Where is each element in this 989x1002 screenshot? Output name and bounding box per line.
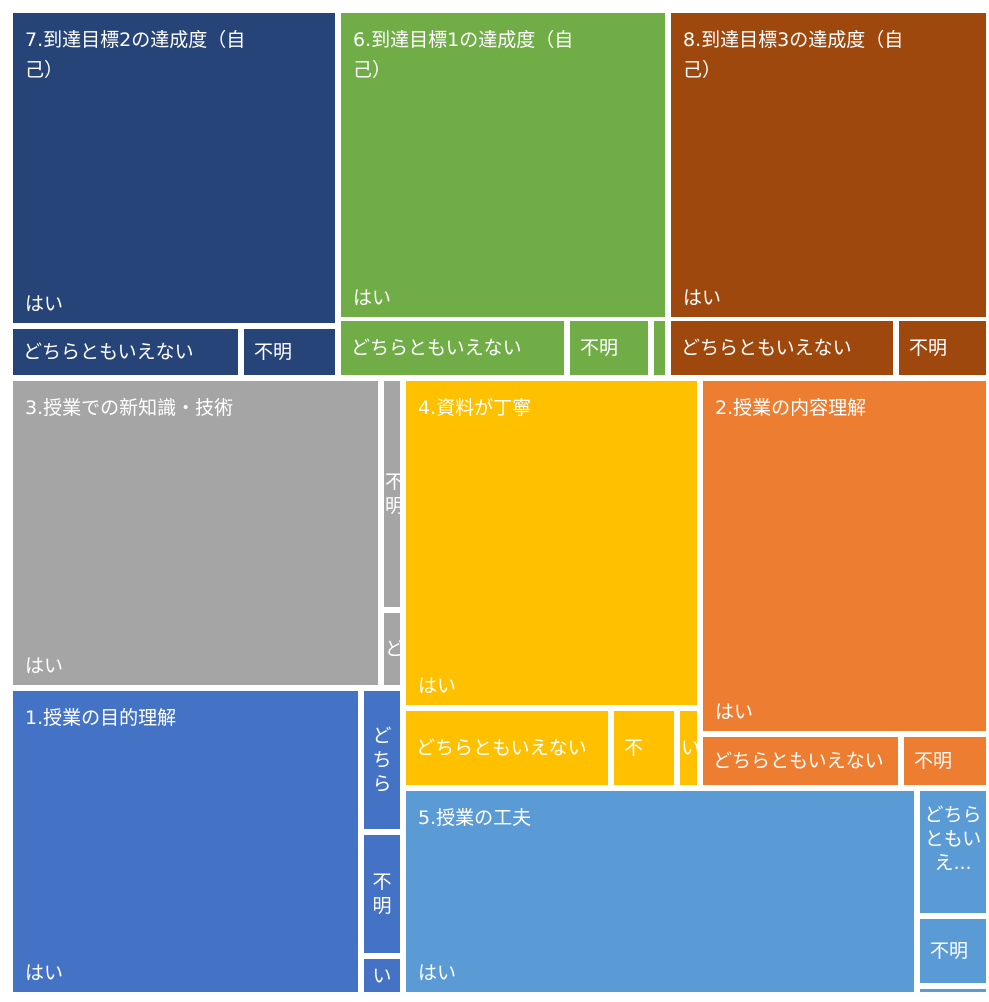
tile-label: 不 bbox=[624, 737, 644, 759]
treemap-tile-group-4-hai: 3.授業での新知識・技術 はい bbox=[10, 378, 381, 688]
tile-label: い bbox=[372, 964, 392, 987]
treemap-tile-group-7-hai: 1.授業の目的理解 はい bbox=[10, 688, 361, 995]
tile-label: 不明 bbox=[580, 337, 619, 359]
group-label: 3.授業での新知識・技術 bbox=[25, 397, 234, 419]
treemap-tile-group-6-hai: 2.授業の内容理解 はい bbox=[700, 378, 989, 734]
tile-label: どちら bbox=[372, 725, 392, 795]
tile-label: 不明 bbox=[385, 471, 403, 517]
group-label: 6.到達目標1の達成度（自 己） bbox=[353, 29, 574, 81]
tile-label: はい bbox=[353, 287, 392, 309]
tile-label: はい bbox=[683, 287, 722, 309]
treemap-tile-group-4-item-1: 不明 bbox=[381, 378, 403, 610]
treemap-tile-group-2-item-1: どちらともいえない bbox=[338, 318, 567, 378]
treemap-tile-group-3-item-1: どちらともいえない bbox=[668, 318, 896, 378]
tile-label: どちらともいえない bbox=[681, 337, 852, 359]
treemap-tile-group-8-item-1: どちらともいえ... bbox=[917, 788, 989, 916]
tile-label: どちらともいえない bbox=[23, 341, 194, 363]
treemap-tile-group-1-hai: 7.到達目標2の達成度（自 己） はい bbox=[10, 10, 338, 326]
tile-label: はい bbox=[418, 675, 457, 697]
treemap-tile-group-5-item-2: 不 bbox=[611, 708, 677, 788]
tile-label: どちらともいえない bbox=[351, 337, 522, 359]
treemap-tile-group-2-item-2: 不明 bbox=[567, 318, 651, 378]
tile-label: どちらともいえない bbox=[713, 750, 884, 772]
treemap-tile-group-7-item-2: 不明 bbox=[361, 832, 403, 956]
group-label: 2.授業の内容理解 bbox=[715, 397, 867, 419]
group-label: 4.資料が丁寧 bbox=[418, 397, 532, 419]
treemap-tile-group-3-item-2: 不明 bbox=[896, 318, 989, 378]
treemap-tile-group-2-hai: 6.到達目標1の達成度（自 己） はい bbox=[338, 10, 668, 320]
treemap-tile-group-8-hai: 5.授業の工夫 はい bbox=[403, 788, 917, 995]
tile-label: い bbox=[681, 737, 700, 759]
tile-label: どちらともいえない bbox=[416, 737, 587, 759]
treemap-tile-group-6-item-1: どちらともいえない bbox=[700, 734, 901, 788]
tile-label: はい bbox=[25, 293, 64, 315]
tile-label: ど bbox=[385, 638, 403, 660]
treemap-tile-group-4-item-2: ど bbox=[381, 610, 403, 688]
tile-label: はい bbox=[25, 962, 64, 984]
treemap-tile-group-5-item-3: い bbox=[677, 708, 700, 788]
tile-label: はい bbox=[418, 962, 457, 984]
group-label: 7.到達目標2の達成度（自 己） bbox=[25, 29, 246, 81]
treemap-tile-group-5-hai: 4.資料が丁寧 はい bbox=[403, 378, 700, 708]
tile-label: はい bbox=[25, 655, 64, 677]
treemap-tile-group-1-item-2: 不明 bbox=[241, 326, 338, 378]
treemap-tile-group-6-item-2: 不明 bbox=[901, 734, 989, 788]
treemap-tile-group-5-item-1: どちらともいえない bbox=[403, 708, 611, 788]
tile-label: 不明 bbox=[254, 341, 293, 363]
treemap-tile-group-1-item-1: どちらともいえない bbox=[10, 326, 241, 378]
tile-label: はい bbox=[715, 701, 754, 723]
treemap-tile-group-8-item-3 bbox=[917, 986, 989, 995]
treemap-tile-group-3-hai: 8.到達目標3の達成度（自 己） はい bbox=[668, 10, 989, 320]
tile-label: 不明 bbox=[930, 940, 969, 962]
treemap-tile-group-2-item-3 bbox=[651, 318, 668, 378]
group-label: 5.授業の工夫 bbox=[418, 807, 532, 829]
group-label: 8.到達目標3の達成度（自 己） bbox=[683, 29, 904, 81]
tile-label: 不明 bbox=[372, 871, 392, 917]
tile-label: 不明 bbox=[909, 337, 948, 359]
treemap-tile-group-7-item-3: い bbox=[361, 956, 403, 995]
tile-label: 不明 bbox=[914, 750, 953, 772]
tile-label: どちらともいえ... bbox=[924, 804, 982, 874]
treemap-tile-group-8-item-2: 不明 bbox=[917, 916, 989, 986]
treemap-tile-group-7-item-1: どちら bbox=[361, 688, 403, 832]
group-label: 1.授業の目的理解 bbox=[25, 707, 177, 729]
